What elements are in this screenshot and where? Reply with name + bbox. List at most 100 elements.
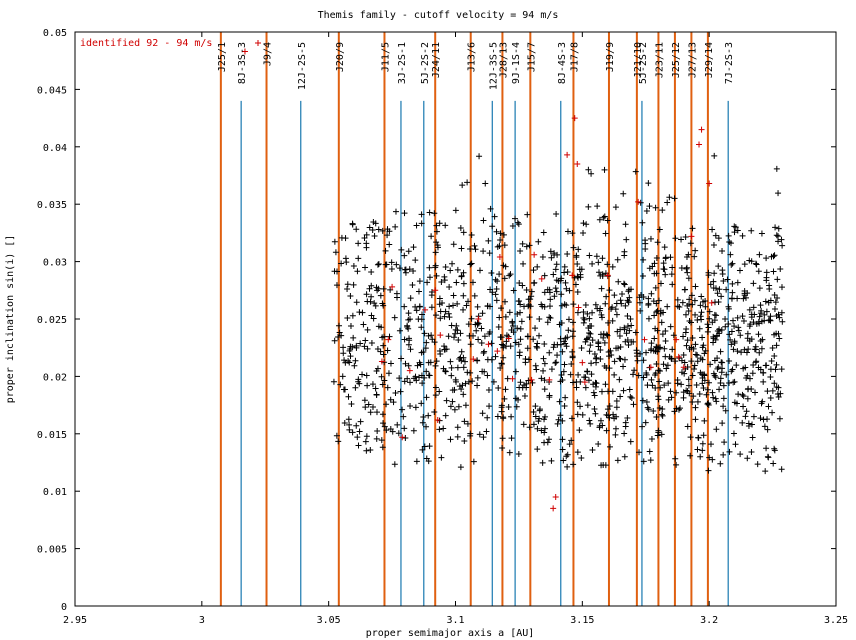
black-point xyxy=(564,228,571,235)
black-point xyxy=(653,255,660,262)
black-point xyxy=(388,259,395,266)
black-point xyxy=(456,356,463,363)
black-point xyxy=(563,343,570,350)
black-point xyxy=(644,404,651,411)
black-point xyxy=(706,308,713,315)
black-point xyxy=(778,309,785,316)
black-point xyxy=(372,385,379,392)
black-point xyxy=(357,340,364,347)
black-point xyxy=(636,294,643,301)
black-point xyxy=(639,273,646,280)
black-point xyxy=(460,364,467,371)
black-point xyxy=(500,354,507,361)
black-point xyxy=(525,356,532,363)
black-point xyxy=(697,313,704,320)
black-point xyxy=(587,342,594,349)
black-point xyxy=(575,371,582,378)
black-point xyxy=(468,315,475,322)
black-point xyxy=(665,380,672,387)
black-point xyxy=(704,328,711,335)
black-point xyxy=(655,429,662,436)
black-point xyxy=(495,324,502,331)
black-point xyxy=(691,362,698,369)
black-point xyxy=(452,207,459,214)
x-tick-label: 2.95 xyxy=(63,615,87,626)
black-point xyxy=(563,285,570,292)
black-point xyxy=(645,300,652,307)
red-point xyxy=(647,364,654,371)
black-point xyxy=(665,396,672,403)
black-point xyxy=(453,279,460,286)
black-point xyxy=(364,298,371,305)
black-point xyxy=(436,426,443,433)
y-tick-label: 0.02 xyxy=(43,372,67,383)
black-point xyxy=(352,384,359,391)
black-point xyxy=(345,393,352,400)
black-point xyxy=(452,326,459,333)
black-point xyxy=(686,318,693,325)
black-point xyxy=(637,350,644,357)
black-point xyxy=(497,334,504,341)
black-point xyxy=(659,331,666,338)
black-point xyxy=(715,263,722,270)
black-point xyxy=(611,415,618,422)
black-point xyxy=(621,248,628,255)
black-point xyxy=(369,226,376,233)
black-point xyxy=(761,311,768,318)
black-point xyxy=(730,317,737,324)
black-point xyxy=(416,278,423,285)
black-point xyxy=(501,275,508,282)
black-point xyxy=(353,344,360,351)
red-point xyxy=(673,336,680,343)
black-point xyxy=(727,251,734,258)
black-point xyxy=(451,334,458,341)
black-point xyxy=(617,297,624,304)
black-point xyxy=(513,403,520,410)
black-point xyxy=(387,360,394,367)
resonance-label: J19/9 xyxy=(605,42,616,72)
black-point xyxy=(752,359,759,366)
black-point xyxy=(449,398,456,405)
black-point xyxy=(371,300,378,307)
black-point xyxy=(405,248,412,255)
black-point xyxy=(517,336,524,343)
black-point xyxy=(539,459,546,466)
black-point xyxy=(601,339,608,346)
black-point xyxy=(616,332,623,339)
black-point xyxy=(775,225,782,232)
black-point xyxy=(773,330,780,337)
black-point xyxy=(369,404,376,411)
black-point xyxy=(485,237,492,244)
black-point xyxy=(628,322,635,329)
black-point xyxy=(458,273,465,280)
black-point xyxy=(585,166,592,173)
black-point xyxy=(421,443,428,450)
black-point xyxy=(402,266,409,273)
black-point xyxy=(419,419,426,426)
black-point xyxy=(336,322,343,329)
black-point xyxy=(541,289,548,296)
black-point xyxy=(524,333,531,340)
black-point xyxy=(634,357,641,364)
black-point xyxy=(568,361,575,368)
black-point xyxy=(622,302,629,309)
black-point xyxy=(527,296,534,303)
black-point xyxy=(730,430,737,437)
black-point xyxy=(383,427,390,434)
black-point xyxy=(586,322,593,329)
black-point xyxy=(714,290,721,297)
black-point xyxy=(692,416,699,423)
black-point xyxy=(498,341,505,348)
red-point xyxy=(688,233,695,240)
black-point xyxy=(775,190,782,197)
black-point xyxy=(569,353,576,360)
black-point xyxy=(682,234,689,241)
red-point xyxy=(696,141,703,148)
black-point xyxy=(558,302,565,309)
black-point xyxy=(480,349,487,356)
black-point xyxy=(763,269,770,276)
black-point xyxy=(384,347,391,354)
black-point xyxy=(685,307,692,314)
black-point xyxy=(584,368,591,375)
black-point xyxy=(575,246,582,253)
